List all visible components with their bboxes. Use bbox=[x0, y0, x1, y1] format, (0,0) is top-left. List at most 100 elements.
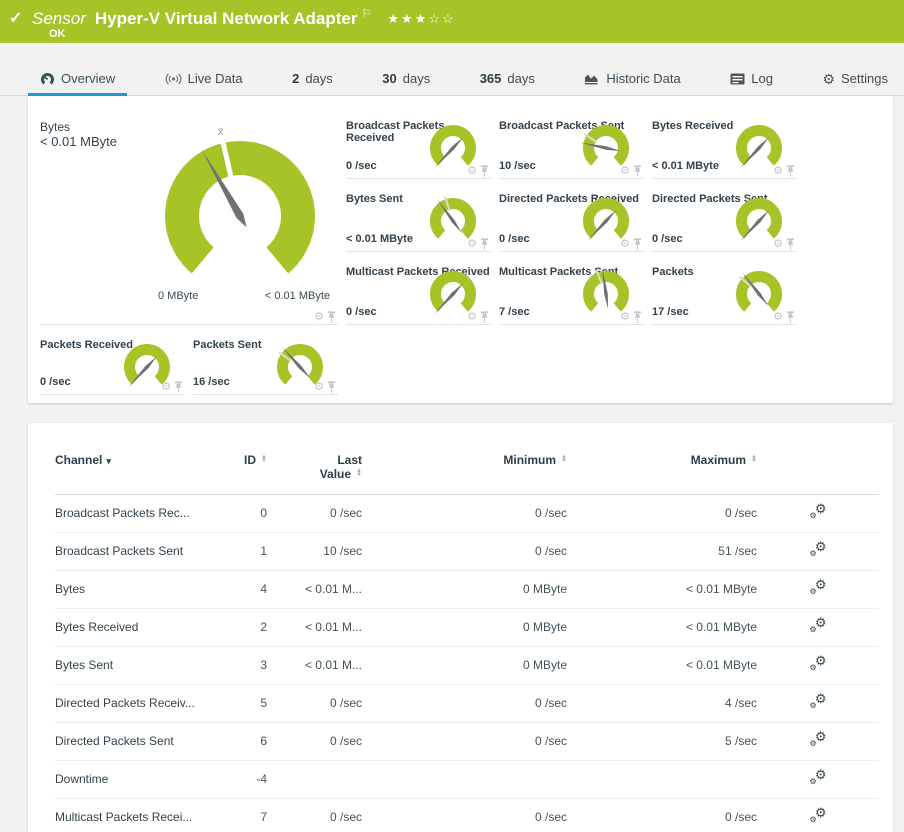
tab-bar: Overview Live Data 2 days 30 days 365 days Histo… bbox=[0, 62, 904, 96]
tab-30-days[interactable]: 30 days bbox=[370, 62, 442, 95]
gauge-cell-actions: ⚙ bbox=[773, 165, 795, 177]
column-header-channel[interactable]: Channel ▾ bbox=[55, 453, 111, 467]
edit-channel-icon[interactable]: ⚙ ⚙ bbox=[809, 653, 827, 672]
edit-channel-icon[interactable]: ⚙ ⚙ bbox=[809, 615, 827, 634]
sensor-type-label: Sensor bbox=[32, 9, 86, 28]
gauge-cell-actions: ⚙ bbox=[773, 238, 795, 250]
last-value-cell: 0 /sec bbox=[329, 734, 362, 748]
channel-cell: Downtime bbox=[55, 772, 109, 786]
edit-channel-icon[interactable]: ⚙ ⚙ bbox=[809, 539, 827, 558]
gauge-value: 0 /sec bbox=[499, 233, 530, 245]
pin-icon[interactable] bbox=[633, 238, 642, 250]
table-row: Directed Packets Sent 6 0 /sec 0 /sec 5 /sec… bbox=[55, 723, 879, 761]
pin-icon[interactable] bbox=[174, 381, 183, 393]
tab-live-data[interactable]: Live Data bbox=[153, 62, 255, 95]
column-header-minimum[interactable]: Minimum ▲ ▼ bbox=[503, 453, 567, 467]
edit-channel-icon[interactable]: ⚙ ⚙ bbox=[809, 577, 827, 596]
gauge-cell-packets-sent: Packets Sent 16 /sec ⚙ bbox=[193, 325, 338, 395]
tab-settings[interactable]: ⚙ Settings bbox=[810, 62, 900, 95]
tab-overview[interactable]: Overview bbox=[28, 62, 128, 96]
pin-icon[interactable] bbox=[786, 311, 795, 323]
table-row: Broadcast Packets Rec... 0 0 /sec 0 /sec 0 /… bbox=[55, 495, 879, 533]
tab-label: Overview bbox=[61, 71, 116, 86]
gauge-cell-multicast-packets-sent: Multicast Packets Sent 7 /sec ⚙ bbox=[499, 252, 644, 325]
id-cell: 7 bbox=[260, 810, 267, 824]
gauge-cell-actions: ⚙ bbox=[620, 165, 642, 177]
minimum-cell: 0 /sec bbox=[534, 544, 567, 558]
title-line: Sensor Hyper-V Virtual Network Adapter ⚐ ★★… bbox=[32, 7, 456, 29]
gear-icon[interactable]: ⚙ bbox=[467, 238, 477, 250]
gear-icon[interactable]: ⚙ bbox=[620, 165, 630, 177]
gauge-title: Broadcast Packets Received bbox=[346, 120, 445, 145]
column-header-id[interactable]: ID ▲ ▼ bbox=[244, 453, 267, 467]
actions-cell: ⚙ ⚙ bbox=[757, 495, 879, 533]
id-cell: 4 bbox=[260, 582, 267, 596]
gear-icon[interactable]: ⚙ bbox=[620, 311, 630, 323]
maximum-cell: < 0.01 MByte bbox=[685, 658, 757, 672]
gear-icon[interactable]: ⚙ bbox=[773, 165, 783, 177]
gauge-value: 0 /sec bbox=[346, 306, 377, 318]
tab-365-days[interactable]: 365 days bbox=[468, 62, 547, 95]
bytes-gauge-chart: x̄ bbox=[150, 126, 330, 300]
pin-icon[interactable] bbox=[327, 381, 336, 393]
gauge-value: 0 /sec bbox=[652, 233, 683, 245]
sort-icon: ▲ ▼ bbox=[261, 454, 267, 464]
edit-channel-icon[interactable]: ⚙ ⚙ bbox=[809, 767, 827, 786]
gear-icon[interactable]: ⚙ bbox=[314, 311, 324, 323]
pin-icon[interactable] bbox=[480, 238, 489, 250]
gear-icon[interactable]: ⚙ bbox=[773, 238, 783, 250]
pin-icon[interactable] bbox=[786, 165, 795, 177]
pin-icon[interactable] bbox=[480, 311, 489, 323]
gear-icon[interactable]: ⚙ bbox=[620, 238, 630, 250]
tab-label: days bbox=[507, 71, 535, 86]
table-row: Broadcast Packets Sent 1 10 /sec 0 /sec 51 /… bbox=[55, 533, 879, 571]
flag-icon[interactable]: ⚐ bbox=[361, 8, 372, 20]
last-value-cell: < 0.01 M... bbox=[304, 582, 362, 596]
channel-cell: Bytes bbox=[55, 582, 86, 596]
tab-historic-data[interactable]: Historic Data bbox=[572, 62, 692, 95]
tab-label: Live Data bbox=[187, 71, 243, 86]
table-row: Directed Packets Receiv... 5 0 /sec 0 /sec 4… bbox=[55, 685, 879, 723]
sort-desc-icon: ▾ bbox=[106, 456, 111, 466]
pin-icon[interactable] bbox=[786, 238, 795, 250]
column-header-actions bbox=[757, 447, 879, 495]
id-cell: -4 bbox=[256, 772, 267, 786]
gauge-scale-labels: 0 MByte < 0.01 MByte bbox=[158, 290, 330, 302]
gauge-title: Packets Received bbox=[40, 339, 133, 351]
last-value-cell: 0 /sec bbox=[329, 810, 362, 824]
star-rating[interactable]: ★★★☆☆ bbox=[387, 11, 456, 26]
edit-channel-icon[interactable]: ⚙ ⚙ bbox=[809, 691, 827, 710]
gauge-cell-actions: ⚙ bbox=[773, 311, 795, 323]
gear-icon[interactable]: ⚙ bbox=[773, 311, 783, 323]
pin-icon[interactable] bbox=[633, 165, 642, 177]
tab-2-days[interactable]: 2 days bbox=[280, 62, 345, 95]
maximum-cell: 0 /sec bbox=[724, 506, 757, 520]
pin-icon[interactable] bbox=[633, 311, 642, 323]
edit-channel-icon[interactable]: ⚙ ⚙ bbox=[809, 501, 827, 520]
minimum-cell: 0 MByte bbox=[522, 658, 567, 672]
gear-icon[interactable]: ⚙ bbox=[161, 381, 171, 393]
table-row: Downtime -4 ⚙ ⚙ bbox=[55, 761, 879, 799]
gear-icon[interactable]: ⚙ bbox=[467, 165, 477, 177]
table-row: Multicast Packets Recei... 7 0 /sec 0 /sec 0… bbox=[55, 799, 879, 832]
actions-cell: ⚙ ⚙ bbox=[757, 609, 879, 647]
gear-icon[interactable]: ⚙ bbox=[467, 311, 477, 323]
actions-cell: ⚙ ⚙ bbox=[757, 533, 879, 571]
column-header-last-value[interactable]: Last Value ▲ ▼ bbox=[319, 453, 362, 481]
pin-icon[interactable] bbox=[327, 311, 336, 323]
gauge-cell-packets: Packets 17 /sec ⚙ bbox=[652, 252, 797, 325]
gauge-value: < 0.01 MByte bbox=[652, 160, 719, 172]
column-header-maximum[interactable]: Maximum ▲ ▼ bbox=[690, 453, 757, 467]
log-icon bbox=[730, 73, 745, 85]
minimum-cell: 0 /sec bbox=[534, 506, 567, 520]
tab-log[interactable]: Log bbox=[718, 62, 785, 95]
edit-channel-icon[interactable]: ⚙ ⚙ bbox=[809, 805, 827, 824]
gear-icon[interactable]: ⚙ bbox=[314, 381, 324, 393]
last-value-cell: 0 /sec bbox=[329, 506, 362, 520]
gauge-cell-actions: ⚙ bbox=[314, 381, 336, 393]
gear-icon: ⚙ bbox=[822, 70, 835, 87]
edit-channel-icon[interactable]: ⚙ ⚙ bbox=[809, 729, 827, 748]
gauge-cell-bytes-received: Bytes Received < 0.01 MByte ⚙ bbox=[652, 106, 797, 179]
pin-icon[interactable] bbox=[480, 165, 489, 177]
last-value-cell bbox=[267, 761, 362, 799]
